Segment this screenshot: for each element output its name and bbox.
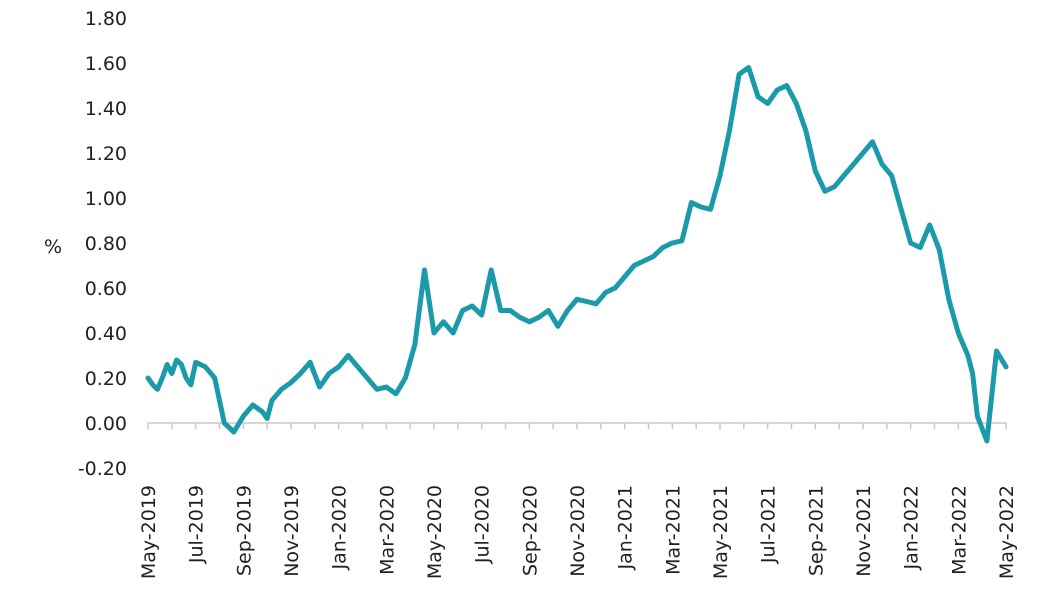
x-tick-label: Sep-2019 xyxy=(233,485,255,576)
x-tick-label: Sep-2020 xyxy=(519,485,541,576)
y-tick-label: 0.00 xyxy=(85,413,127,435)
x-tick-label: Jul-2020 xyxy=(472,485,494,564)
y-tick-label: 0.20 xyxy=(85,368,127,390)
x-tick-label: May-2020 xyxy=(424,485,446,579)
x-tick-label: Nov-2020 xyxy=(567,485,589,577)
x-tick-label: May-2022 xyxy=(996,485,1018,579)
y-tick-label: 1.40 xyxy=(85,98,127,120)
axes xyxy=(147,422,1007,429)
y-axis-ticks: -0.20 0.00 0.20 0.40 0.60 0.80 1.00 1.20 1.40 1.6… xyxy=(78,8,127,480)
y-tick-label: 0.60 xyxy=(85,278,127,300)
x-tick-label: Jul-2021 xyxy=(758,485,780,564)
x-tick-label: Jul-2019 xyxy=(186,485,208,564)
x-tick-label: Mar-2021 xyxy=(662,485,684,575)
x-tick-label: Jan-2021 xyxy=(615,485,637,571)
x-tick-label: Mar-2022 xyxy=(948,485,970,575)
y-tick-label: -0.20 xyxy=(78,458,127,480)
y-tick-label: 1.20 xyxy=(85,143,127,165)
series-layer xyxy=(145,65,1009,444)
y-axis-title: % xyxy=(44,236,62,258)
y-tick-label: 0.80 xyxy=(85,233,127,255)
x-tick-label: May-2019 xyxy=(138,485,160,579)
x-tick-label: Nov-2021 xyxy=(853,485,875,577)
x-tick-label: May-2021 xyxy=(710,485,732,579)
y-tick-label: 1.80 xyxy=(85,8,127,30)
x-tick-label: Nov-2019 xyxy=(281,485,303,577)
x-tick-label: Jan-2020 xyxy=(329,485,351,571)
y-tick-label: 1.00 xyxy=(85,188,127,210)
x-axis-ticks: May-2019 Jul-2019 Sep-2019 Nov-2019 Jan-2020… xyxy=(138,485,1018,579)
x-tick-label: Sep-2021 xyxy=(805,485,827,576)
series-line-yield xyxy=(145,65,1009,444)
y-tick-label: 1.60 xyxy=(85,53,127,75)
y-tick-label: 0.40 xyxy=(85,323,127,345)
x-tick-label: Mar-2020 xyxy=(376,485,398,575)
x-tick-label: Jan-2022 xyxy=(901,485,923,571)
